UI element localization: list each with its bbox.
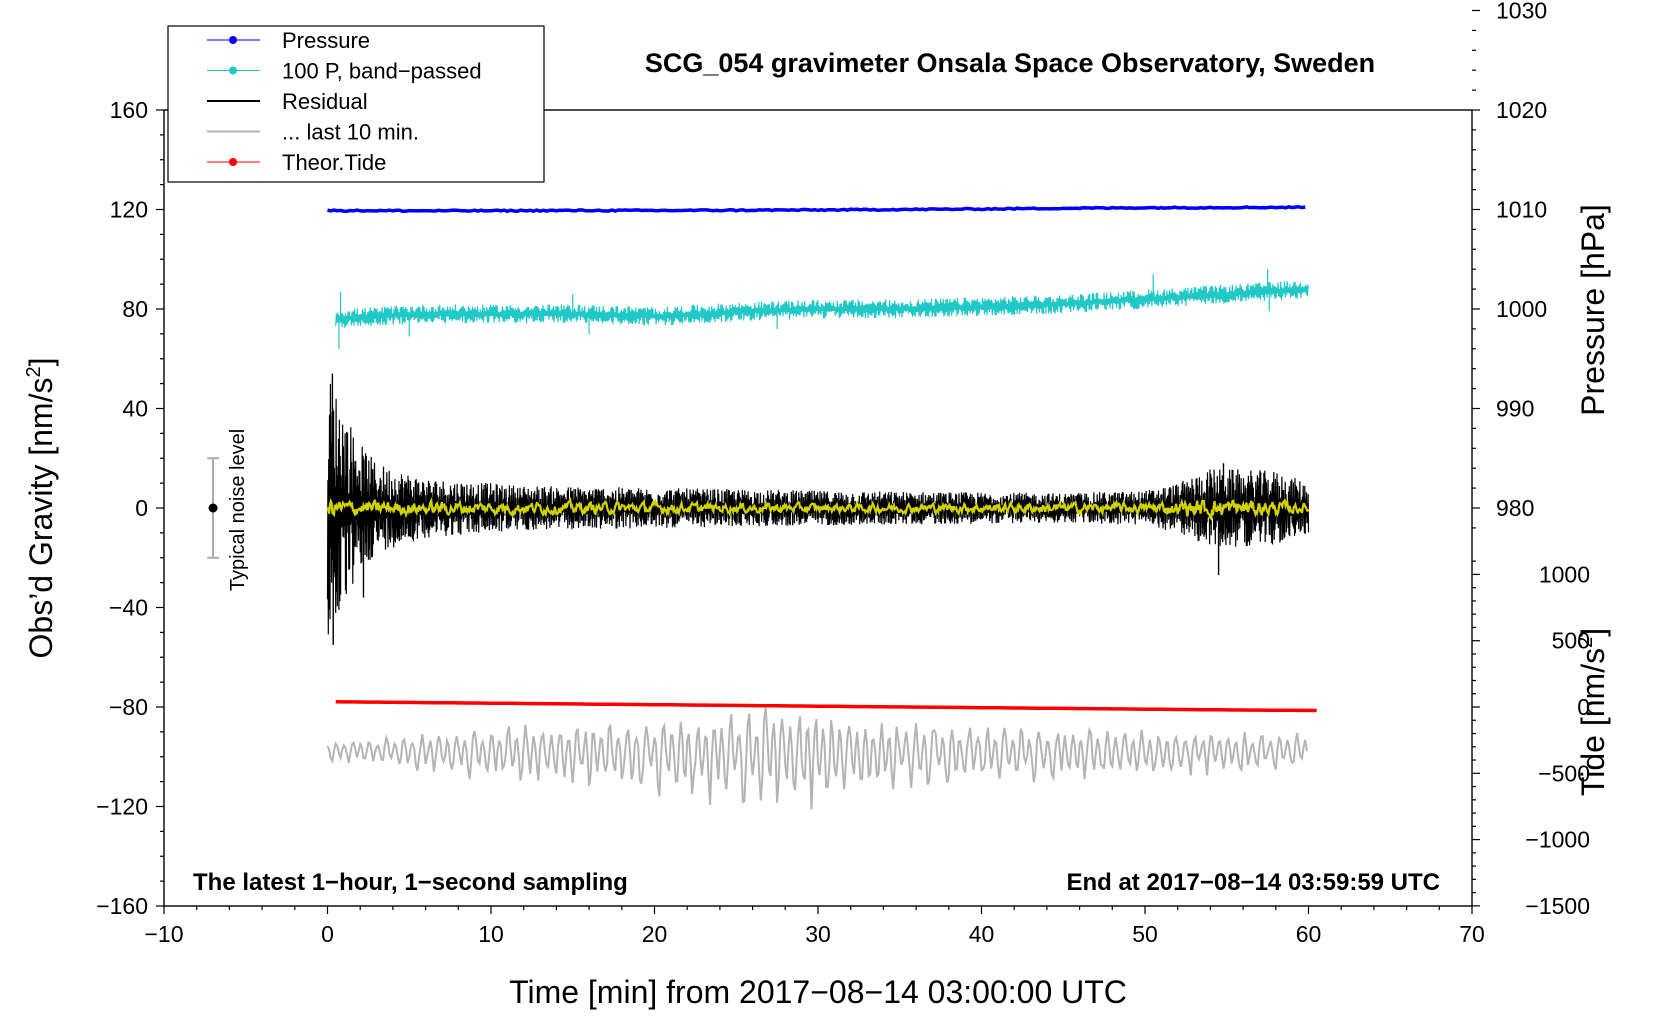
legend-box (167, 25, 545, 183)
y-axis-title-tide-text: Tide [nm/s (1575, 648, 1611, 796)
legend-label: ... last 10 min. (282, 120, 419, 145)
tide-tick-label: 500 (1552, 628, 1590, 654)
y-axis-title-gravity-close: ] (23, 358, 59, 367)
x-tick-label: 60 (1296, 921, 1322, 947)
y-tick-label: −80 (109, 694, 148, 720)
y-axis-title-gravity-text: Obs’d Gravity [nm/s (23, 378, 59, 659)
x-tick-label: 20 (642, 921, 668, 947)
series-residual (326, 383, 1310, 635)
y-tick-label: 120 (110, 197, 148, 223)
pressure-tick-label: 1010 (1496, 197, 1547, 223)
y-axis-title-tide: Tide [nm/s2] (1575, 628, 1611, 796)
x-tick-label: 40 (969, 921, 995, 947)
y-axis-title-pressure: Pressure [hPa] (1575, 204, 1611, 416)
legend-label: 100 P, band−passed (282, 59, 482, 84)
y-axis-title-gravity: Obs’d Gravity [nm/s2] (23, 358, 59, 659)
series-band-passed-pressure (335, 280, 1309, 328)
noise-bar: Typical noise level (207, 429, 249, 591)
y-axis-title-tide-sup: 2 (1575, 637, 1597, 648)
tide-tick-label: 1000 (1539, 561, 1590, 587)
legend: Pressure 100 P, band−passed Residual ... la… (167, 25, 545, 183)
series-residual-filtered (326, 496, 1310, 522)
tide-tick-label: −1000 (1525, 827, 1590, 853)
x-axis: −10 0 10 20 30 40 50 60 70 (144, 906, 1485, 947)
x-tick-label: 30 (805, 921, 831, 947)
tide-tick-label: −500 (1538, 760, 1590, 786)
legend-label: Pressure (282, 28, 370, 53)
series-last-10-min (326, 707, 1308, 810)
y-tick-label: 0 (135, 495, 148, 521)
pressure-tick-label: 1020 (1496, 97, 1547, 123)
y-axis-title-tide-close: ] (1575, 628, 1611, 637)
y-tick-label: −120 (96, 794, 148, 820)
pressure-tick-label: 980 (1496, 495, 1534, 521)
legend-label: Theor.Tide (282, 150, 386, 175)
y-axis-tide: −1500 −1000 −500 0 500 1000 (1472, 560, 1590, 919)
y-axis-gravity: −160 −120 −80 −40 0 40 80 120 160 (96, 97, 164, 919)
x-tick-label: 70 (1459, 921, 1485, 947)
tide-tick-label: 0 (1577, 694, 1590, 720)
noise-bar-label: Typical noise level (227, 429, 249, 591)
noise-bar-center (208, 503, 218, 513)
y-axis-pressure: 980 990 1000 1010 1020 1030 (1472, 0, 1547, 529)
x-tick-label: 50 (1132, 921, 1158, 947)
series-pressure (327, 204, 1306, 214)
x-tick-label: 0 (321, 921, 334, 947)
legend-marker (229, 158, 237, 166)
pressure-tick-label: 1030 (1496, 0, 1547, 24)
legend-marker (229, 66, 237, 75)
annotation-end-time: End at 2017−08−14 03:59:59 UTC (1066, 869, 1440, 896)
chart-title: SCG_054 gravimeter Onsala Space Observat… (645, 48, 1375, 78)
y-tick-label: 160 (110, 97, 148, 123)
x-tick-label: 10 (478, 921, 504, 947)
y-tick-label: 80 (122, 296, 148, 322)
y-tick-label: 40 (122, 396, 148, 422)
annotation-sampling: The latest 1−hour, 1−second sampling (193, 869, 628, 896)
pressure-tick-label: 990 (1496, 396, 1534, 422)
legend-label: Residual (282, 89, 368, 114)
y-tick-label: −40 (109, 595, 148, 621)
y-tick-label: −160 (96, 893, 148, 919)
legend-marker (229, 36, 237, 44)
x-axis-title: Time [min] from 2017−08−14 03:00:00 UTC (509, 974, 1127, 1010)
y-axis-title-gravity-sup: 2 (23, 366, 45, 377)
x-tick-label: −10 (144, 921, 183, 947)
series-layer (326, 204, 1317, 810)
series-theoretical-tide (335, 700, 1317, 713)
tide-tick-label: −1500 (1525, 893, 1590, 919)
pressure-tick-label: 1000 (1496, 296, 1547, 322)
